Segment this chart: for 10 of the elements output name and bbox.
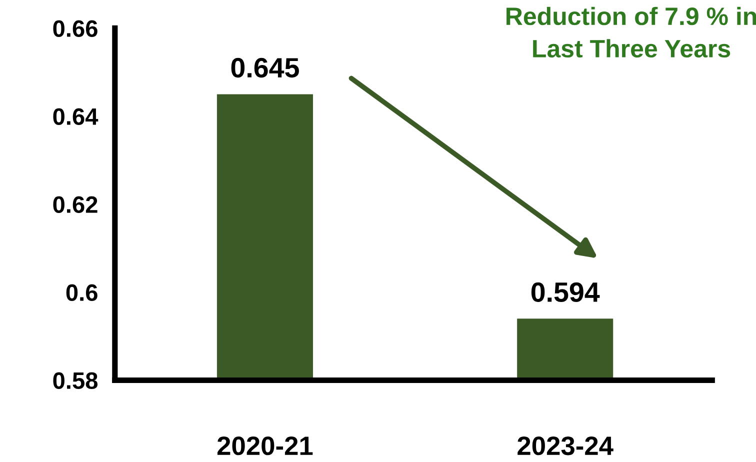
y-tick-label: 0.62 xyxy=(53,196,98,213)
annotation: Reduction of 7.9 % in Last Three Years xyxy=(506,6,756,58)
y-tick-label: 0.64 xyxy=(53,108,98,125)
data-label: 0.594 xyxy=(531,282,600,302)
y-tick-label: 0.58 xyxy=(53,372,98,390)
y-tick-label: 0.66 xyxy=(53,20,98,37)
x-tick-label: 2023-24 xyxy=(518,436,614,456)
data-label: 0.645 xyxy=(231,58,299,78)
y-tick-label: 0.6 xyxy=(66,284,98,302)
x-tick-label: 2020-21 xyxy=(217,436,313,456)
